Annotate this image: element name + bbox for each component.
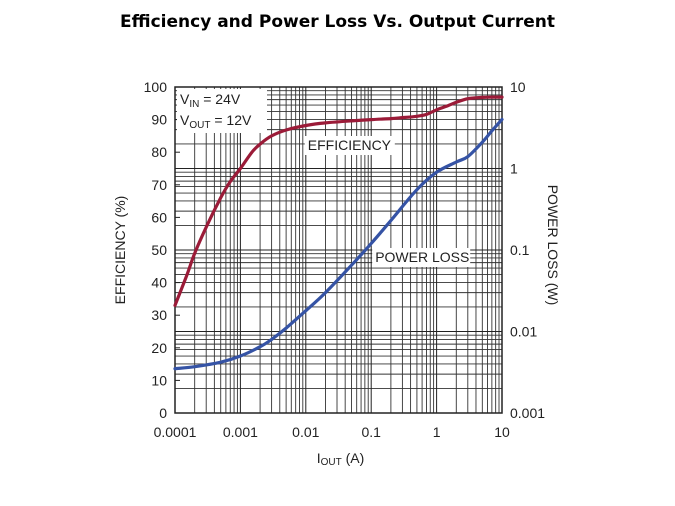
- annotation-power-loss: POWER LOSS: [375, 249, 469, 265]
- x-axis-label: IOUT (A): [317, 450, 365, 468]
- condition-value: = 24V: [199, 91, 241, 107]
- left-tick-label: 20: [151, 340, 167, 356]
- x-tick-label: 0.0001: [154, 424, 197, 440]
- right-tick-label: 0.1: [510, 242, 530, 258]
- left-tick-label: 80: [151, 144, 167, 160]
- x-tick-label: 0.01: [292, 424, 319, 440]
- right-tick-label: 0.01: [510, 324, 537, 340]
- right-tick-label: 10: [510, 79, 526, 95]
- x-axis-label-main: I: [317, 450, 321, 466]
- x-tick-label: 0.001: [223, 424, 258, 440]
- right-tick-label: 0.001: [510, 405, 545, 421]
- condition-value: = 12V: [210, 112, 252, 128]
- x-tick-label: 10: [494, 424, 510, 440]
- x-axis-tick-labels: 0.0001 0.001 0.01 0.1 1 10: [154, 424, 510, 440]
- x-axis-label-sub: OUT: [321, 457, 342, 468]
- left-tick-label: 60: [151, 209, 167, 225]
- condition-subscript: IN: [189, 99, 199, 110]
- left-tick-label: 50: [151, 242, 167, 258]
- x-axis-label-unit: (A): [342, 450, 365, 466]
- condition-symbol: V: [180, 91, 190, 107]
- y-right-axis-label: POWER LOSS (W): [545, 185, 561, 306]
- left-tick-label: 40: [151, 275, 167, 291]
- y-left-axis-label: EFFICIENCY (%): [112, 196, 128, 305]
- condition-subscript: OUT: [189, 120, 210, 131]
- condition-label: VOUT = 12V: [180, 112, 252, 131]
- series-layer: [173, 95, 504, 371]
- left-axis-tick-labels: 0 10 20 30 40 50 60 70 80 90 100: [144, 79, 180, 421]
- left-tick-label: 100: [144, 79, 168, 95]
- annotation-efficiency: EFFICIENCY: [308, 137, 392, 153]
- condition-symbol: V: [180, 112, 190, 128]
- annotation-bg: [304, 136, 395, 155]
- left-tick-label: 90: [151, 112, 167, 128]
- series-line-efficiency: [173, 95, 504, 307]
- right-tick-label: 1: [510, 161, 518, 177]
- left-tick-label: 0: [159, 405, 167, 421]
- annotation-bg: [372, 248, 471, 267]
- condition-label: VIN = 24V: [180, 91, 241, 110]
- annotations: EFFICIENCY POWER LOSS: [304, 136, 471, 267]
- x-tick-label: 0.1: [361, 424, 381, 440]
- right-axis-tick-labels: 0.001 0.01 0.1 1 10: [510, 79, 545, 421]
- series-line-power-loss: [173, 117, 504, 371]
- slide-title: Efficiency and Power Loss Vs. Output Cur…: [120, 12, 555, 32]
- conditions-box-bg: [177, 89, 267, 133]
- left-tick-label: 70: [151, 177, 167, 193]
- left-tick-label: 30: [151, 307, 167, 323]
- x-tick-label: 1: [433, 424, 441, 440]
- left-tick-label: 10: [151, 372, 167, 388]
